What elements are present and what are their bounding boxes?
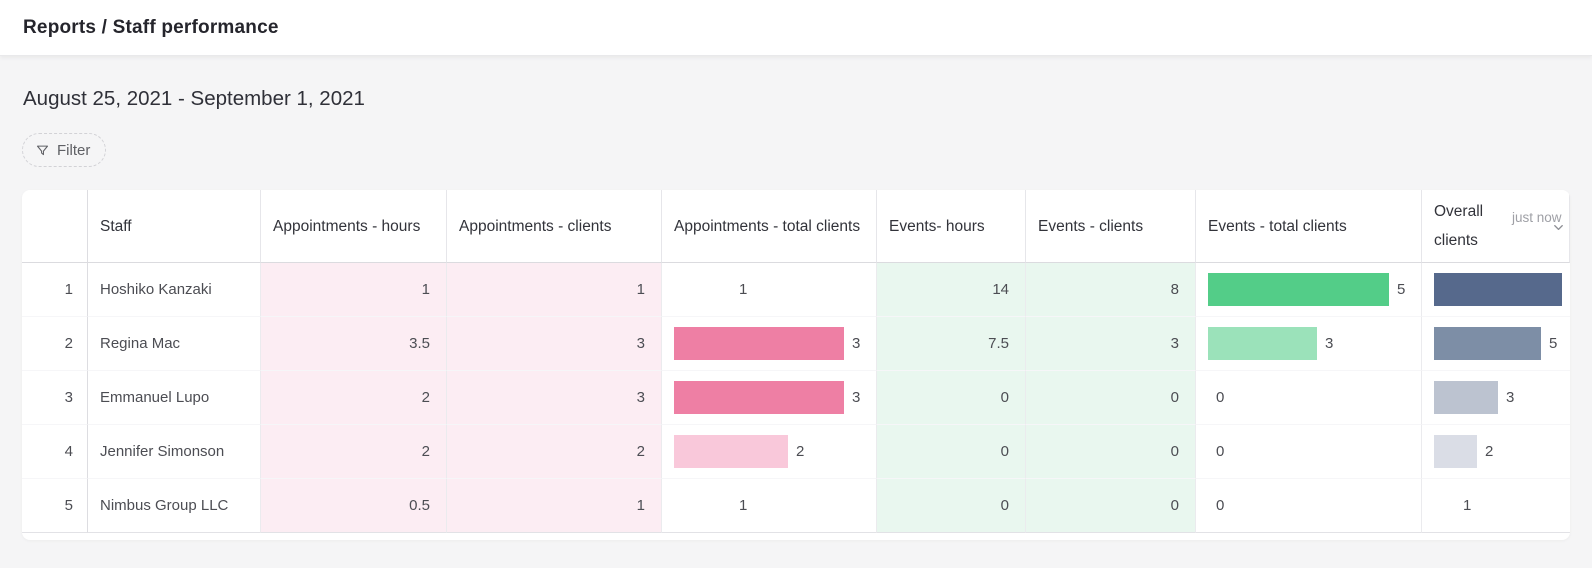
overall-clients-cell: 2 — [1422, 425, 1570, 479]
overall-clients-cell: 5 — [1422, 317, 1570, 371]
bar-value: 3 — [1506, 389, 1515, 406]
staff-name: Hoshiko Kanzaki — [88, 263, 261, 317]
value-bar — [1434, 381, 1498, 414]
appointments-clients-cell: 2 — [447, 425, 662, 479]
value-bar — [674, 489, 731, 522]
appointments-total-clients-cell: 3 — [662, 317, 877, 371]
overall-clients-cell: 1 — [1422, 479, 1570, 533]
row-number: 4 — [22, 425, 88, 479]
table-row[interactable]: 2 Regina Mac 3.5 3 3 7.5 3 3 5 — [22, 317, 1570, 371]
events-hours-cell: 0 — [877, 371, 1026, 425]
events-clients-cell: 3 — [1026, 317, 1196, 371]
table-row[interactable]: 5 Nimbus Group LLC 0.5 1 1 0 0 0 1 — [22, 479, 1570, 533]
events-clients-cell: 8 — [1026, 263, 1196, 317]
bar-value: 2 — [796, 443, 805, 460]
date-range-selector[interactable]: August 25, 2021 - September 1, 2021 — [23, 87, 365, 110]
appointments-clients-cell: 1 — [447, 263, 662, 317]
appointments-total-clients-cell: 3 — [662, 371, 877, 425]
value-bar — [1434, 273, 1562, 306]
appointments-clients-cell: 3 — [447, 317, 662, 371]
appointments-hours-cell: 2 — [261, 371, 447, 425]
table-row[interactable]: 3 Emmanuel Lupo 2 3 3 0 0 0 3 — [22, 371, 1570, 425]
top-bar: Reports / Staff performance — [0, 0, 1592, 56]
appointments-clients-cell: 3 — [447, 371, 662, 425]
overall-clients-cell: 6 — [1422, 263, 1570, 317]
events-total-clients-cell: 3 — [1196, 317, 1422, 371]
events-hours-cell: 0 — [877, 425, 1026, 479]
header-overall-clients[interactable]: Overall clients just now — [1422, 190, 1570, 263]
header-events-hours[interactable]: Events- hours — [877, 190, 1026, 263]
value-bar — [1208, 327, 1317, 360]
header-appointments-hours[interactable]: Appointments - hours — [261, 190, 447, 263]
table-row[interactable]: 4 Jennifer Simonson 2 2 2 0 0 0 2 — [22, 425, 1570, 479]
content-area: August 25, 2021 - September 1, 2021 Filt… — [0, 56, 1592, 568]
value-bar — [674, 327, 844, 360]
filter-funnel-icon — [35, 143, 50, 158]
header-overall-clients-label: Overall clients — [1434, 203, 1484, 249]
page-title: Reports / Staff performance — [23, 16, 279, 38]
appointments-clients-cell: 1 — [447, 479, 662, 533]
events-total-clients-cell: 0 — [1196, 371, 1422, 425]
appointments-total-clients-cell: 2 — [662, 425, 877, 479]
events-hours-cell: 14 — [877, 263, 1026, 317]
bar-value: 2 — [1485, 443, 1494, 460]
table-header-row: Staff Appointments - hours Appointments … — [22, 190, 1570, 263]
bar-value: 0 — [1216, 497, 1225, 514]
events-total-clients-cell: 0 — [1196, 425, 1422, 479]
events-hours-cell: 0 — [877, 479, 1026, 533]
bar-value: 0 — [1216, 443, 1225, 460]
header-staff[interactable]: Staff — [88, 190, 261, 263]
header-events-clients[interactable]: Events - clients — [1026, 190, 1196, 263]
chevron-down-icon[interactable] — [1551, 216, 1566, 245]
staff-name: Regina Mac — [88, 317, 261, 371]
events-clients-cell: 0 — [1026, 371, 1196, 425]
events-clients-cell: 0 — [1026, 479, 1196, 533]
appointments-hours-cell: 2 — [261, 425, 447, 479]
bar-value: 1 — [739, 497, 748, 514]
appointments-hours-cell: 1 — [261, 263, 447, 317]
value-bar — [1208, 273, 1389, 306]
last-updated-badge: just now — [1512, 210, 1562, 225]
appointments-hours-cell: 0.5 — [261, 479, 447, 533]
row-number: 5 — [22, 479, 88, 533]
bar-value: 1 — [1463, 497, 1472, 514]
filter-button[interactable]: Filter — [22, 133, 107, 167]
overall-clients-cell: 3 — [1422, 371, 1570, 425]
events-hours-cell: 7.5 — [877, 317, 1026, 371]
appointments-total-clients-cell: 1 — [662, 263, 877, 317]
row-number: 3 — [22, 371, 88, 425]
table-row[interactable]: 1 Hoshiko Kanzaki 1 1 1 14 8 5 6 — [22, 263, 1570, 317]
value-bar — [1434, 489, 1455, 522]
bar-value: 3 — [852, 389, 861, 406]
staff-name: Nimbus Group LLC — [88, 479, 261, 533]
row-number: 2 — [22, 317, 88, 371]
header-events-total-clients[interactable]: Events - total clients — [1196, 190, 1422, 263]
appointments-total-clients-cell: 1 — [662, 479, 877, 533]
header-appointments-clients[interactable]: Appointments - clients — [447, 190, 662, 263]
bar-value: 5 — [1397, 281, 1406, 298]
header-row-number — [22, 190, 88, 263]
events-total-clients-cell: 0 — [1196, 479, 1422, 533]
events-clients-cell: 0 — [1026, 425, 1196, 479]
bar-value: 1 — [739, 281, 748, 298]
value-bar — [1434, 435, 1477, 468]
value-bar — [674, 273, 731, 306]
staff-name: Emmanuel Lupo — [88, 371, 261, 425]
staff-name: Jennifer Simonson — [88, 425, 261, 479]
value-bar — [1434, 327, 1541, 360]
events-total-clients-cell: 5 — [1196, 263, 1422, 317]
header-appointments-total-clients[interactable]: Appointments - total clients — [662, 190, 877, 263]
value-bar — [674, 435, 788, 468]
bar-value: 0 — [1216, 389, 1225, 406]
bar-value: 3 — [852, 335, 861, 352]
value-bar — [674, 381, 844, 414]
filter-button-label: Filter — [57, 141, 91, 159]
row-number: 1 — [22, 263, 88, 317]
bar-value: 5 — [1549, 335, 1558, 352]
appointments-hours-cell: 3.5 — [261, 317, 447, 371]
staff-performance-table: Staff Appointments - hours Appointments … — [22, 190, 1570, 540]
bar-value: 3 — [1325, 335, 1334, 352]
